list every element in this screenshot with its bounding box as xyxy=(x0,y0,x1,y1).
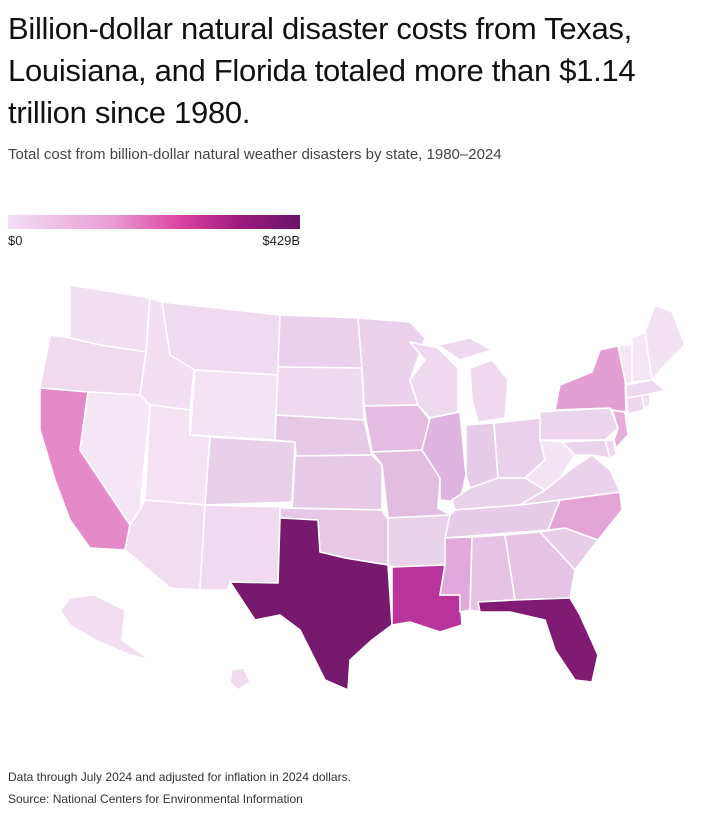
state-ak[interactable] xyxy=(59,594,151,661)
state-wy[interactable] xyxy=(189,369,279,441)
state-ks[interactable] xyxy=(291,454,383,511)
state-az[interactable] xyxy=(124,499,206,591)
state-ar[interactable] xyxy=(387,514,451,568)
legend-gradient-bar xyxy=(8,215,300,229)
us-choropleth-map xyxy=(39,284,686,691)
state-me[interactable] xyxy=(644,304,686,381)
color-legend: $0 $429B xyxy=(8,215,300,248)
state-hi[interactable] xyxy=(229,667,251,691)
state-nd[interactable] xyxy=(277,314,363,369)
state-ny[interactable] xyxy=(554,345,627,413)
state-de[interactable] xyxy=(604,439,617,459)
state-nm[interactable] xyxy=(199,504,281,591)
state-ri[interactable] xyxy=(641,393,651,409)
legend-min-label: $0 xyxy=(8,233,23,248)
state-sd[interactable] xyxy=(275,366,365,421)
source-note: Source: National Centers for Environment… xyxy=(8,792,303,806)
state-co[interactable] xyxy=(204,436,296,506)
state-ga[interactable] xyxy=(504,531,576,601)
footnote: Data through July 2024 and adjusted for … xyxy=(8,770,351,784)
state-fl[interactable] xyxy=(477,597,599,683)
page-subtitle: Total cost from billion-dollar natural w… xyxy=(8,146,502,163)
state-mi[interactable] xyxy=(437,337,509,423)
state-va[interactable] xyxy=(519,454,621,506)
state-il[interactable] xyxy=(421,411,467,503)
state-ia[interactable] xyxy=(363,404,431,453)
page-title: Billion-dollar natural disaster costs fr… xyxy=(8,11,636,130)
state-pa[interactable] xyxy=(539,407,619,441)
state-in[interactable] xyxy=(465,422,499,489)
state-tx[interactable] xyxy=(229,517,393,691)
legend-max-label: $429B xyxy=(262,233,300,248)
